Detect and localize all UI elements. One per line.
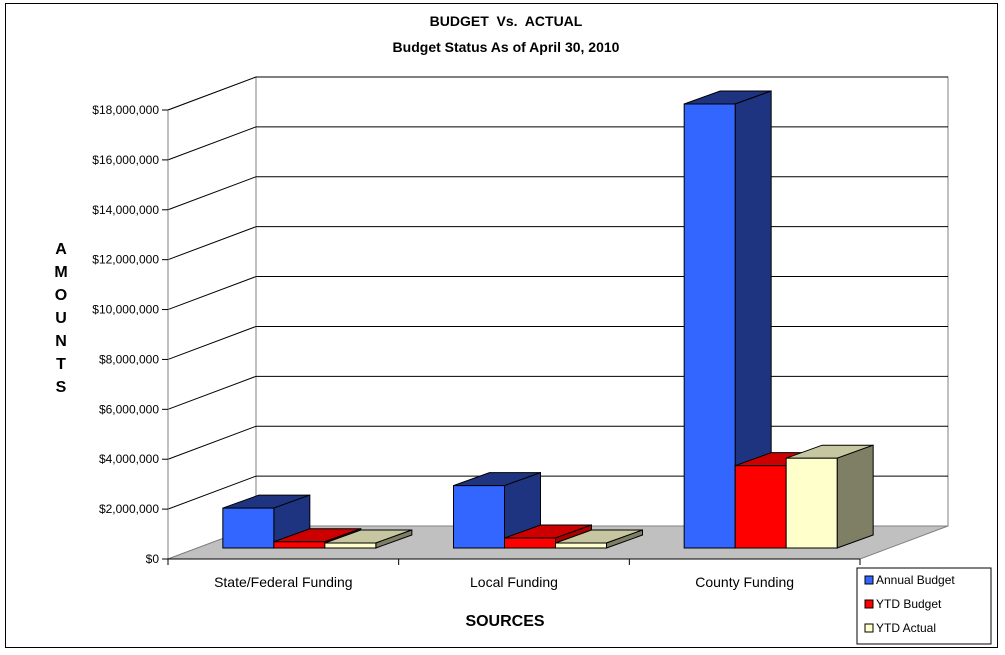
chart-title: BUDGET Vs. ACTUAL	[430, 13, 583, 29]
y-tick-label: $10,000,000	[92, 303, 159, 317]
y-tick-label: $12,000,000	[92, 253, 159, 267]
bar	[683, 90, 772, 549]
y-tick-labels: $0 $2,000,000 $4,000,000 $6,000,000 $8,000,0…	[92, 103, 169, 566]
bar-front	[683, 103, 736, 549]
gridline-side	[167, 226, 257, 261]
x-category-label: State/Federal Funding	[214, 574, 353, 590]
side-wall-plane	[167, 76, 257, 560]
y-axis-title-letter: A	[55, 241, 67, 258]
chart-frame	[5, 3, 998, 648]
bar-front	[453, 485, 505, 549]
legend-box	[856, 567, 992, 645]
gridline-side	[167, 425, 257, 460]
y-axis-title-letter: O	[55, 287, 67, 304]
y-tick-label: $16,000,000	[92, 153, 159, 167]
bar-front	[222, 507, 275, 549]
y-tick-label: $18,000,000	[92, 103, 159, 117]
y-tick-label: $2,000,000	[99, 502, 159, 516]
gridline-side	[167, 475, 257, 510]
bars	[222, 90, 874, 549]
y-tick-label: $8,000,000	[99, 352, 159, 366]
bar-front	[734, 465, 787, 549]
bar-front	[555, 542, 607, 549]
chart-subtitle: Budget Status As of April 30, 2010	[393, 39, 620, 55]
x-axis-title: SOURCES	[465, 613, 544, 630]
y-tick-label: $4,000,000	[99, 452, 159, 466]
gridline-side	[167, 276, 257, 311]
chart-back-wall	[167, 76, 949, 560]
bar	[785, 444, 874, 549]
y-axis-title-letter: M	[54, 264, 67, 281]
bar-front	[273, 541, 326, 549]
legend-swatch	[864, 575, 874, 585]
gridline-side	[167, 126, 257, 161]
legend-swatch	[864, 599, 874, 609]
legend-label: YTD Actual	[876, 621, 936, 635]
y-axis-title-letter: N	[55, 333, 67, 350]
y-axis-title-letter: U	[55, 310, 67, 327]
bar	[324, 529, 413, 549]
y-axis-title-letter: T	[56, 356, 66, 373]
x-category-label: County Funding	[695, 574, 794, 590]
y-tick-label: $0	[146, 552, 160, 566]
bar-front	[504, 537, 556, 549]
legend-label: Annual Budget	[876, 573, 955, 587]
gridline-side	[167, 76, 257, 111]
bar-side	[836, 444, 874, 549]
gridline-side	[167, 176, 257, 211]
y-tick-label: $14,000,000	[92, 203, 159, 217]
y-tick-label: $6,000,000	[99, 402, 159, 416]
bar	[555, 529, 643, 549]
x-category-labels: State/Federal Funding Local Funding County…	[167, 558, 861, 590]
bar-front	[324, 542, 377, 549]
gridline-side	[167, 325, 257, 360]
legend-swatch	[864, 623, 874, 633]
y-axis-title-letter: S	[56, 379, 67, 396]
legend: Annual Budget YTD Budget YTD Actual	[856, 567, 992, 645]
bar-front	[785, 457, 838, 549]
gridline-side	[167, 375, 257, 410]
legend-label: YTD Budget	[876, 597, 942, 611]
x-category-label: Local Funding	[470, 574, 558, 590]
